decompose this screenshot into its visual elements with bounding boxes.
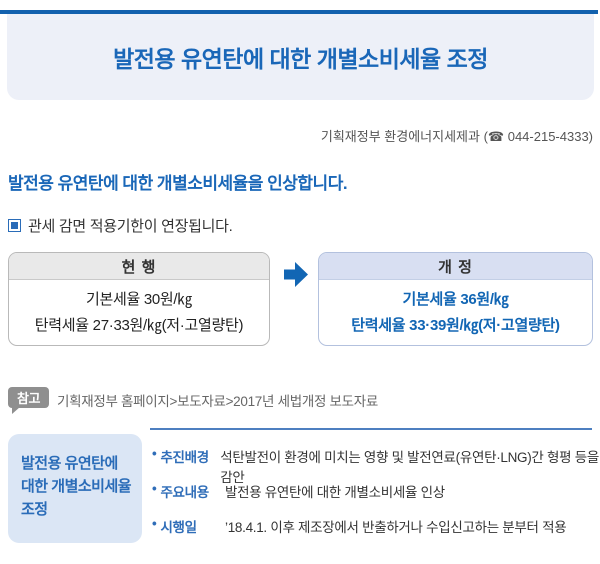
- summary-desc: 석탄발전이 환경에 미치는 영향 및 발전연료(유연탄·LNG)간 형평 등을 …: [220, 450, 599, 485]
- reference-path: 기획재정부 홈페이지>보도자료>2017년 세법개정 보도자료: [57, 394, 378, 409]
- summary-desc: ’18.4.1. 이후 제조장에서 반출하거나 수입신고하는 분부터 적용: [225, 520, 567, 535]
- tariff-note: 관세 감면 적용기한이 연장됩니다.: [8, 215, 233, 236]
- summary-row-effective-date: • 시행일 ’18.4.1. 이후 제조장에서 반출하거나 수입신고하는 분부터 …: [152, 516, 567, 536]
- summary-divider-line: [150, 428, 592, 430]
- summary-label: • 주요내용: [152, 481, 225, 501]
- reference-badge: 참고: [8, 387, 49, 414]
- right-arrow-icon: [284, 261, 309, 293]
- dot-bullet-icon: •: [152, 516, 157, 531]
- dot-bullet-icon: •: [152, 481, 157, 496]
- summary-label: • 추진배경: [152, 446, 220, 486]
- revised-rate-header: 개 정: [319, 253, 592, 280]
- tariff-note-text: 관세 감면 적용기한이 연장됩니다.: [28, 218, 233, 235]
- page-title: 발전용 유연탄에 대한 개별소비세율 조정: [113, 46, 488, 72]
- revised-rate-line-2: 탄력세율 33·39원/㎏(저·고열량탄): [351, 317, 560, 334]
- intro-statement: 발전용 유연탄에 대한 개별소비세율을 인상합니다.: [8, 174, 348, 193]
- current-rate-line-1: 기본세율 30원/㎏: [85, 291, 193, 308]
- summary-label-text: 시행일: [160, 520, 197, 535]
- contact-line: 기획재정부 환경에너지세제과 (☎ 044-215-4333): [320, 129, 593, 144]
- current-rate-box: 현 행 기본세율 30원/㎏ 탄력세율 27·33원/㎏(저·고열량탄): [8, 252, 270, 346]
- summary-row-content: • 주요내용 발전용 유연탄에 대한 개별소비세율 인상: [152, 481, 445, 501]
- revised-rate-body: 기본세율 36원/㎏ 탄력세율 33·39원/㎏(저·고열량탄): [319, 280, 592, 339]
- dot-bullet-icon: •: [152, 446, 157, 461]
- summary-label-text: 추진배경: [160, 450, 209, 465]
- revised-rate-line-1: 기본세율 36원/㎏: [402, 291, 509, 308]
- summary-topic-box: 발전용 유연탄에 대한 개별소비세율 조정: [8, 434, 142, 543]
- revised-rate-box: 개 정 기본세율 36원/㎏ 탄력세율 33·39원/㎏(저·고열량탄): [318, 252, 593, 346]
- summary-label-text: 주요내용: [160, 485, 209, 500]
- current-rate-header: 현 행: [9, 253, 269, 280]
- current-rate-body: 기본세율 30원/㎏ 탄력세율 27·33원/㎏(저·고열량탄): [9, 280, 269, 339]
- current-rate-line-2: 탄력세율 27·33원/㎏(저·고열량탄): [34, 317, 244, 334]
- square-bullet-inner: [11, 222, 18, 229]
- top-accent-line: [0, 10, 598, 14]
- summary-desc: 발전용 유연탄에 대한 개별소비세율 인상: [225, 485, 445, 500]
- square-bullet-icon: [8, 219, 21, 232]
- summary-topic-title: 발전용 유연탄에 대한 개별소비세율 조정: [21, 455, 132, 518]
- summary-label: • 시행일: [152, 516, 225, 536]
- summary-row-background: • 추진배경 석탄발전이 환경에 미치는 영향 및 발전연료(유연탄·LNG)간 …: [152, 446, 600, 486]
- title-banner: 발전용 유연탄에 대한 개별소비세율 조정: [7, 14, 594, 100]
